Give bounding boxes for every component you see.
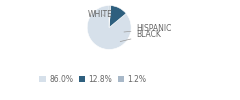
Wedge shape: [109, 6, 111, 28]
Wedge shape: [87, 6, 131, 49]
Text: HISPANIC: HISPANIC: [124, 24, 172, 33]
Wedge shape: [109, 6, 126, 28]
Text: BLACK: BLACK: [120, 30, 161, 42]
Text: WHITE: WHITE: [88, 10, 113, 19]
Legend: 86.0%, 12.8%, 1.2%: 86.0%, 12.8%, 1.2%: [36, 72, 150, 87]
